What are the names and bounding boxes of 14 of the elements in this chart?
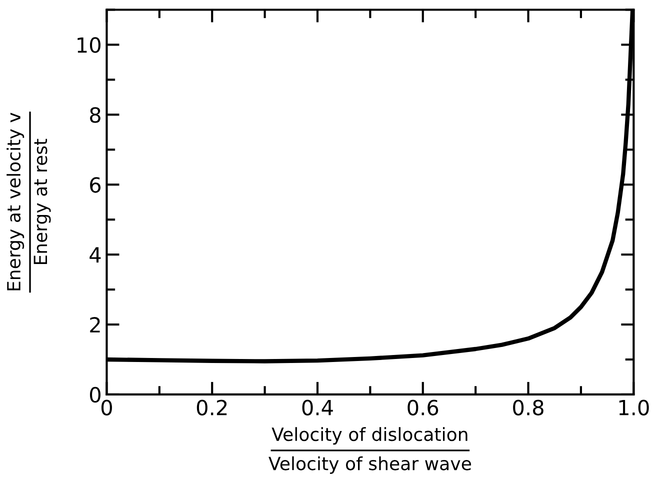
x-tick-label: 1.0: [619, 400, 649, 416]
x-tick-label: 0.8: [513, 400, 544, 416]
y-tick-label: 10: [78, 37, 100, 53]
y-tick-label: 2: [90, 316, 100, 332]
x-axis-title: Velocity of dislocation Velocity of shear wave: [268, 427, 471, 474]
y-tick-label: 4: [90, 247, 101, 262]
x-tick-label: 0.2: [196, 400, 227, 416]
y-axis-title: Energy at velocity v Energy at rest: [6, 112, 51, 290]
x-tick-label: 0: [101, 400, 112, 416]
x-tick-label: 0.6: [408, 400, 438, 416]
x-tick-label: 0.4: [302, 400, 333, 416]
y-tick-label: 0: [90, 386, 100, 403]
y-tick-label: 6: [90, 177, 101, 193]
y-tick-label: 8: [90, 107, 100, 123]
